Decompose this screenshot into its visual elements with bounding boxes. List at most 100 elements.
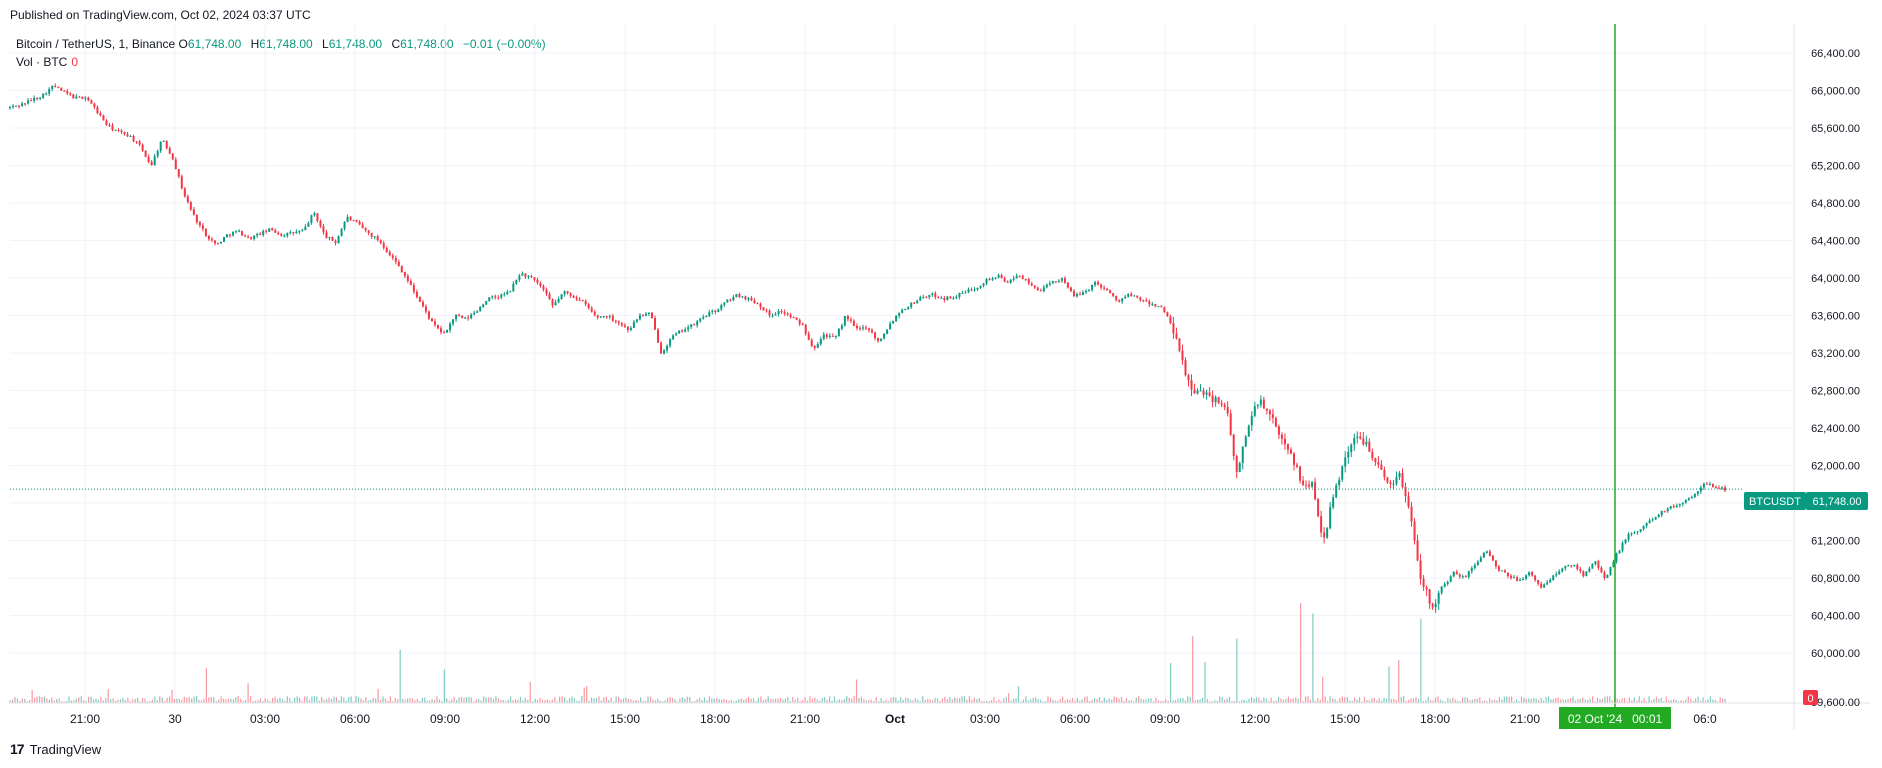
volume-bar xyxy=(507,699,509,703)
candle-body xyxy=(825,334,828,337)
volume-bar xyxy=(1464,697,1466,703)
candle-body xyxy=(843,316,846,326)
volume-bar xyxy=(1015,698,1017,703)
candle-body xyxy=(1537,580,1540,584)
volume-bar xyxy=(733,701,735,703)
candle-body xyxy=(1660,510,1663,515)
candle-body xyxy=(54,85,57,88)
volume-bar xyxy=(1037,699,1039,703)
candle-body xyxy=(871,330,874,333)
candle-body xyxy=(1253,406,1256,416)
candle-body xyxy=(1681,502,1684,505)
candle-body xyxy=(789,314,792,318)
volume-bar xyxy=(571,696,573,703)
candle-body xyxy=(1612,561,1615,568)
volume-bar xyxy=(676,701,679,703)
volume-bar xyxy=(31,690,33,703)
volume-bar xyxy=(259,698,261,703)
candle-body xyxy=(647,312,650,314)
time-tick-label: 03:00 xyxy=(250,712,280,726)
candle-body xyxy=(1054,281,1057,283)
volume-bar xyxy=(529,681,531,703)
volume-bar xyxy=(617,696,620,703)
volume-bar xyxy=(146,701,149,703)
volume-bar xyxy=(338,700,340,703)
volume-bar xyxy=(117,700,119,703)
volume-bar xyxy=(708,696,710,703)
candle-body xyxy=(39,97,42,99)
candle-body xyxy=(117,129,120,131)
candle-body xyxy=(1166,312,1169,317)
legend-volume-label[interactable]: Vol · BTC xyxy=(16,55,68,69)
candle-body xyxy=(1555,574,1558,576)
volume-bar xyxy=(973,697,975,703)
candle-body xyxy=(1431,603,1434,608)
candle-body xyxy=(1585,571,1588,576)
candle-body xyxy=(241,230,244,236)
volume-bar xyxy=(959,698,961,703)
candle-body xyxy=(840,325,843,329)
volume-bar xyxy=(1248,698,1250,703)
candle-body xyxy=(916,300,919,304)
candle-body xyxy=(1036,287,1039,291)
candle-body xyxy=(1494,560,1497,567)
volume-bar xyxy=(1130,700,1132,703)
volume-bar xyxy=(971,699,973,703)
candle-body xyxy=(1299,466,1302,481)
time-tick-label: Oct xyxy=(885,712,905,726)
volume-bar xyxy=(119,699,122,703)
tradingview-logo[interactable]: 17 TradingView xyxy=(10,741,101,757)
candle-body xyxy=(238,230,241,232)
candle-body xyxy=(1594,561,1597,565)
volume-bar xyxy=(674,699,676,703)
candle-body xyxy=(1277,426,1280,435)
volume-bar xyxy=(95,698,97,703)
candle-body xyxy=(262,230,265,235)
volume-bar xyxy=(1155,697,1157,703)
volume-bar xyxy=(1211,701,1213,703)
volume-bar xyxy=(757,697,760,703)
volume-bar xyxy=(1331,698,1334,703)
candle-body xyxy=(15,105,18,107)
volume-bar xyxy=(1057,701,1059,703)
volume-bar xyxy=(1282,699,1285,703)
candle-body xyxy=(1274,417,1277,427)
volume-bar xyxy=(438,699,441,703)
volume-bar xyxy=(1138,696,1140,703)
last-price-badge-bg xyxy=(1806,492,1868,510)
volume-bar xyxy=(286,696,288,703)
volume-bar xyxy=(833,696,836,703)
volume-bar xyxy=(865,700,867,703)
volume-bar xyxy=(882,700,885,703)
volume-bar xyxy=(134,698,136,703)
volume-bar xyxy=(1648,696,1650,703)
candle-body xyxy=(183,188,186,197)
volume-bar xyxy=(573,698,576,703)
volume-bar xyxy=(1292,698,1294,703)
volume-bar xyxy=(1027,700,1029,703)
volume-bar xyxy=(576,700,578,703)
legend-symbol[interactable]: Bitcoin / TetherUS, 1, Binance xyxy=(16,37,176,51)
volume-bar xyxy=(622,698,625,703)
volume-bar xyxy=(225,699,227,703)
candle-body xyxy=(328,237,331,239)
candle-body xyxy=(1057,280,1060,282)
volume-bar xyxy=(505,701,507,703)
volume-bar xyxy=(1361,701,1363,703)
volume-bar xyxy=(549,700,551,703)
candle-body xyxy=(1600,567,1603,573)
volume-bar xyxy=(988,701,990,703)
candle-body xyxy=(491,296,494,298)
candle-body xyxy=(874,332,877,339)
volume-bar xyxy=(632,700,634,703)
last-price-badge: 61,748.00 xyxy=(1813,496,1862,508)
volume-bar xyxy=(1457,700,1459,703)
candle-body xyxy=(1588,568,1591,572)
volume-bar xyxy=(178,699,180,703)
candle-body xyxy=(934,293,937,298)
candle-body xyxy=(506,291,509,295)
volume-bar xyxy=(294,697,296,703)
volume-bar xyxy=(895,697,897,703)
volume-bar xyxy=(816,699,818,703)
